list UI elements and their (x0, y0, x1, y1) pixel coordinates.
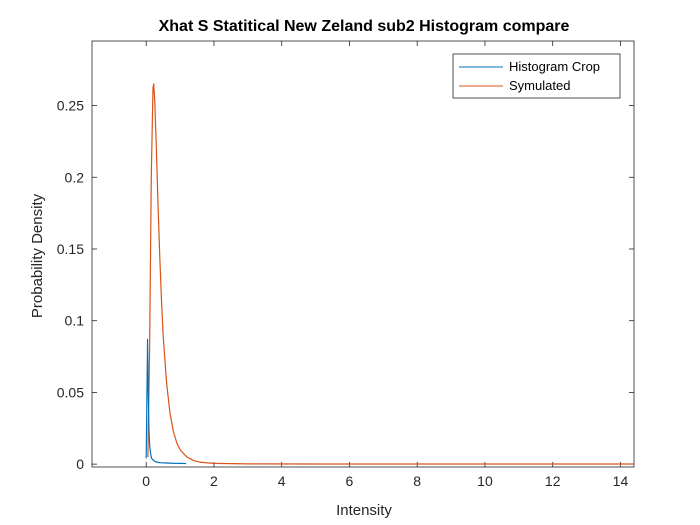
x-tick-label: 6 (346, 473, 354, 489)
x-tick-label: 14 (613, 473, 629, 489)
y-tick-label: 0.1 (65, 313, 85, 329)
y-axis-label: Probability Density (29, 193, 46, 318)
legend-label-histogram-crop: Histogram Crop (509, 59, 600, 74)
legend: Histogram Crop Symulated (452, 53, 621, 99)
series-line-histogram-crop (145, 338, 187, 465)
plot-area: 0 2 4 6 8 10 12 14 0 0.05 0.1 0.15 0.2 0.25 (57, 40, 635, 489)
y-tick-label: 0.05 (57, 384, 84, 400)
y-tick-label: 0.2 (65, 169, 85, 185)
axes-box (91, 40, 635, 468)
x-tick-label: 12 (545, 473, 561, 489)
legend-label-symulated: Symulated (509, 78, 570, 93)
x-tick-label: 8 (413, 473, 421, 489)
y-tick-label: 0 (76, 456, 84, 472)
x-axis-label: Intensity (336, 502, 392, 519)
y-tick-label: 0.25 (57, 98, 84, 114)
x-tick-label: 4 (278, 473, 286, 489)
legend-box (452, 53, 621, 99)
y-tick-label: 0.15 (57, 241, 84, 257)
x-tick-label: 2 (210, 473, 218, 489)
series-line-symulated (147, 83, 634, 465)
x-tick-label: 10 (477, 473, 493, 489)
x-tick-label: 0 (142, 473, 150, 489)
chart-title: Xhat S Statitical New Zeland sub2 Histog… (159, 18, 570, 35)
